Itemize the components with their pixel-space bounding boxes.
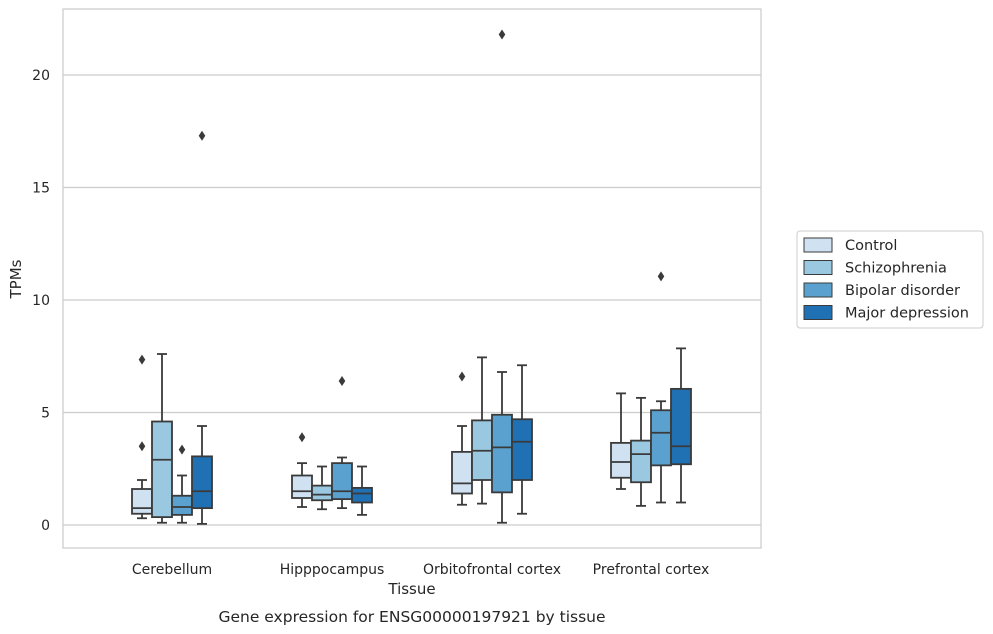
- y-tick-label-10: 10: [32, 293, 50, 309]
- box-3-2-outlier-0: [657, 271, 665, 282]
- box-0-3-body: [191, 455, 213, 510]
- box-0-0-body: [131, 488, 153, 515]
- y-tick-label-20: 20: [32, 68, 50, 84]
- box-0-3-outlier-0: [198, 130, 206, 141]
- box-1-1-body: [311, 484, 333, 502]
- box-0-1-body: [151, 420, 173, 519]
- legend-swatch-0: [803, 237, 833, 253]
- chart-caption: Gene expression for ENSG00000197921 by t…: [218, 608, 605, 626]
- x-tick-label-2: Orbitofrontal cortex: [423, 562, 561, 578]
- box-1-3-body: [351, 486, 373, 504]
- box-group-3: [610, 271, 692, 507]
- y-tick-label-15: 15: [32, 181, 50, 197]
- legend-frame: [796, 230, 984, 329]
- box-group-0: [131, 130, 213, 525]
- box-2-2-body: [491, 413, 513, 494]
- legend-label-2: Bipolar disorder: [845, 283, 960, 299]
- box-0-0-outlier-1: [138, 354, 146, 365]
- x-axis-label: Tissue: [387, 580, 435, 598]
- box-0-2-outlier-0: [178, 444, 186, 455]
- box-0-0-outlier-0: [138, 441, 146, 452]
- box-1-2-body: [331, 462, 353, 501]
- box-2-2-outlier-0: [498, 29, 506, 40]
- box-group-1: [291, 376, 373, 516]
- box-groups: [131, 29, 692, 525]
- legend-label-1: Schizophrenia: [845, 261, 947, 277]
- x-tick-labels: Cerebellum Hipppocampus Orbitofrontal cort…: [132, 562, 709, 578]
- plot-area-frame: [62, 8, 762, 549]
- box-2-3-body: [511, 418, 533, 481]
- box-0-2-body: [171, 494, 193, 516]
- box-3-1-body: [630, 439, 652, 484]
- box-group-2: [451, 29, 533, 524]
- legend-swatch-1: [803, 260, 833, 275]
- box-2-0-outlier-0: [458, 371, 466, 382]
- y-tick-label-0: 0: [41, 518, 50, 534]
- x-tick-label-3: Prefrontal cortex: [593, 562, 710, 578]
- box-2-0-body: [451, 450, 473, 495]
- legend-label-0: Control: [845, 238, 897, 254]
- box-1-2-outlier-0: [338, 376, 346, 386]
- y-tick-labels: 0 5 10 15 20: [32, 68, 50, 534]
- x-tick-label-0: Cerebellum: [132, 562, 212, 578]
- legend-label-3: Major depression: [845, 306, 969, 322]
- box-3-2-body: [650, 409, 672, 467]
- y-axis-label: TPMs: [7, 259, 25, 299]
- box-3-0-body: [610, 441, 632, 479]
- legend: Control Schizophrenia Bipolar disorder Majo…: [796, 230, 984, 329]
- box-1-0-body: [291, 474, 313, 499]
- gridlines: [63, 74, 761, 526]
- legend-swatch-2: [803, 282, 833, 298]
- x-tick-label-1: Hipppocampus: [280, 562, 385, 578]
- legend-swatch-3: [803, 305, 833, 320]
- y-tick-label-5: 5: [41, 406, 50, 422]
- box-1-0-outlier-0: [298, 432, 306, 443]
- box-3-3-body: [670, 387, 692, 466]
